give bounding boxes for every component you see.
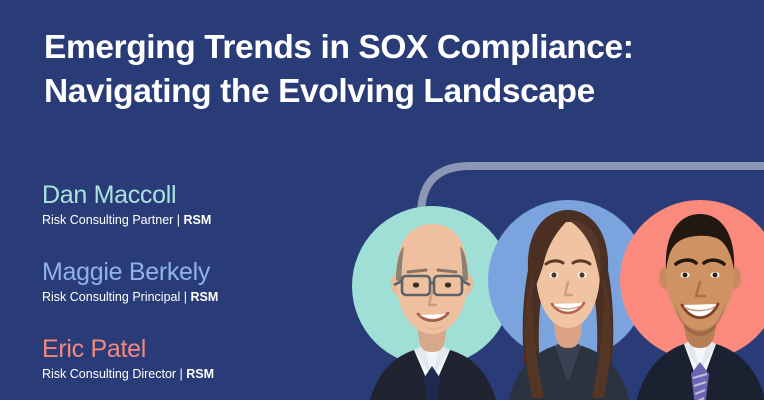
speaker-role: Risk Consulting Partner | RSM — [42, 211, 342, 229]
speaker-photo-dan-maccoll — [352, 206, 512, 400]
role-separator: | — [176, 367, 187, 381]
speaker-role-text: Risk Consulting Principal — [42, 290, 181, 304]
speaker-org: RSM — [186, 367, 215, 381]
portrait-dan-maccoll — [352, 206, 512, 400]
speaker-role-text: Risk Consulting Partner — [42, 213, 174, 227]
speaker-item-maggie-berkely: Maggie Berkely Risk Consulting Principal… — [42, 257, 342, 306]
speaker-org: RSM — [190, 290, 219, 304]
role-separator: | — [173, 213, 184, 227]
speaker-name: Maggie Berkely — [42, 258, 211, 286]
speaker-name: Dan Maccoll — [42, 181, 177, 209]
speaker-org: RSM — [183, 213, 212, 227]
speaker-role: Risk Consulting Director | RSM — [42, 365, 342, 383]
speaker-role-text: Risk Consulting Director — [42, 367, 177, 381]
speaker-photo-group — [352, 186, 764, 400]
speaker-name: Eric Patel — [42, 335, 146, 363]
portrait-eric-patel — [620, 200, 764, 400]
speaker-photo-eric-patel — [620, 200, 764, 400]
role-separator: | — [180, 290, 191, 304]
title-line-2: Navigating the Evolving Landscape — [44, 73, 595, 110]
speaker-role: Risk Consulting Principal | RSM — [42, 288, 342, 306]
speaker-item-dan-maccoll: Dan Maccoll Risk Consulting Partner | RS… — [42, 180, 342, 229]
portrait-maggie-berkely — [488, 200, 648, 400]
speaker-list: Dan Maccoll Risk Consulting Partner | RS… — [42, 180, 342, 383]
speaker-item-eric-patel: Eric Patel Risk Consulting Director | RS… — [42, 334, 342, 383]
title-line-1: Emerging Trends in SOX Compliance: — [44, 29, 634, 66]
page-title: Emerging Trends in SOX Compliance: Navig… — [44, 26, 704, 114]
